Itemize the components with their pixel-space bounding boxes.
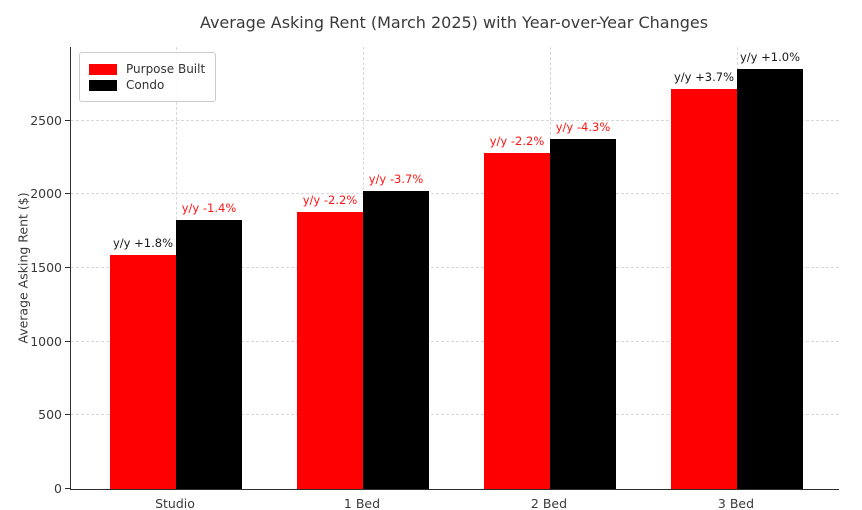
x-tick-label-2-bed: 2 Bed [530,496,568,510]
yoy-annotation-condo-1-bed: y/y -3.7% [368,171,424,186]
bar-condo-studio [176,220,242,489]
y-tick-label: 0 [54,481,62,496]
y-tick-mark [65,488,70,489]
h-gridline-500 [71,414,839,416]
y-tick-label: 1500 [30,260,62,275]
bar-purpose-built-studio [110,254,176,489]
y-tick-mark [65,267,70,268]
h-gridline-2000 [71,193,839,195]
bar-purpose-built-1-bed [297,212,363,489]
yoy-annotation-purpose-built-1-bed: y/y -2.2% [302,193,358,208]
bar-condo-3-bed [737,69,803,489]
bar-layer [71,47,839,489]
h-gridline-1000 [71,340,839,342]
h-gridline-2500 [71,119,839,121]
plot-area: y/y +1.8% y/y -2.2% y/y -2.2% y/y +3.7% y/y … [70,47,839,490]
yoy-annotation-purpose-built-studio: y/y +1.8% [113,235,173,250]
legend-swatch-purpose-built [89,63,117,75]
bar-purpose-built-2-bed [484,153,550,489]
y-tick-label: 2000 [30,186,62,202]
bar-condo-1-bed [363,190,429,489]
yoy-annotation-condo-2-bed: y/y -4.3% [555,120,611,135]
yoy-annotation-purpose-built-2-bed: y/y -2.2% [489,134,545,149]
bar-condo-2-bed [550,139,616,489]
x-tick-label-1-bed: 1 Bed [343,496,381,510]
y-tick-mark [65,414,70,416]
yoy-annotation-condo-studio: y/y -1.4% [181,201,237,216]
yoy-annotation-condo-3-bed: y/y +1.0% [740,50,800,65]
yoy-annotation-purpose-built-3-bed: y/y +3.7% [674,70,734,84]
legend-item-purpose-built: Purpose Built [89,62,205,76]
h-gridline-1500 [71,267,839,268]
chart-title: Average Asking Rent (March 2025) with Ye… [199,13,709,32]
bar-purpose-built-3-bed [671,89,737,489]
y-tick-mark [65,340,70,342]
y-tick-label: 1000 [30,333,62,349]
x-tick-label-studio: Studio [155,496,195,510]
legend-swatch-condo [89,79,117,91]
y-tick-label: 2500 [30,112,62,128]
legend-label-purpose-built: Purpose Built [126,62,206,76]
legend-label-condo: Condo [126,78,165,92]
annotation-layer: y/y +1.8% y/y -2.2% y/y -2.2% y/y +3.7% y/y … [71,47,839,489]
y-tick-mark [65,119,70,121]
y-tick-mark [65,193,70,195]
legend-item-condo: Condo [89,78,205,92]
legend: Purpose Built Condo [79,52,217,102]
x-tick-label-3-bed: 3 Bed [717,496,755,510]
y-tick-label: 500 [38,407,62,423]
